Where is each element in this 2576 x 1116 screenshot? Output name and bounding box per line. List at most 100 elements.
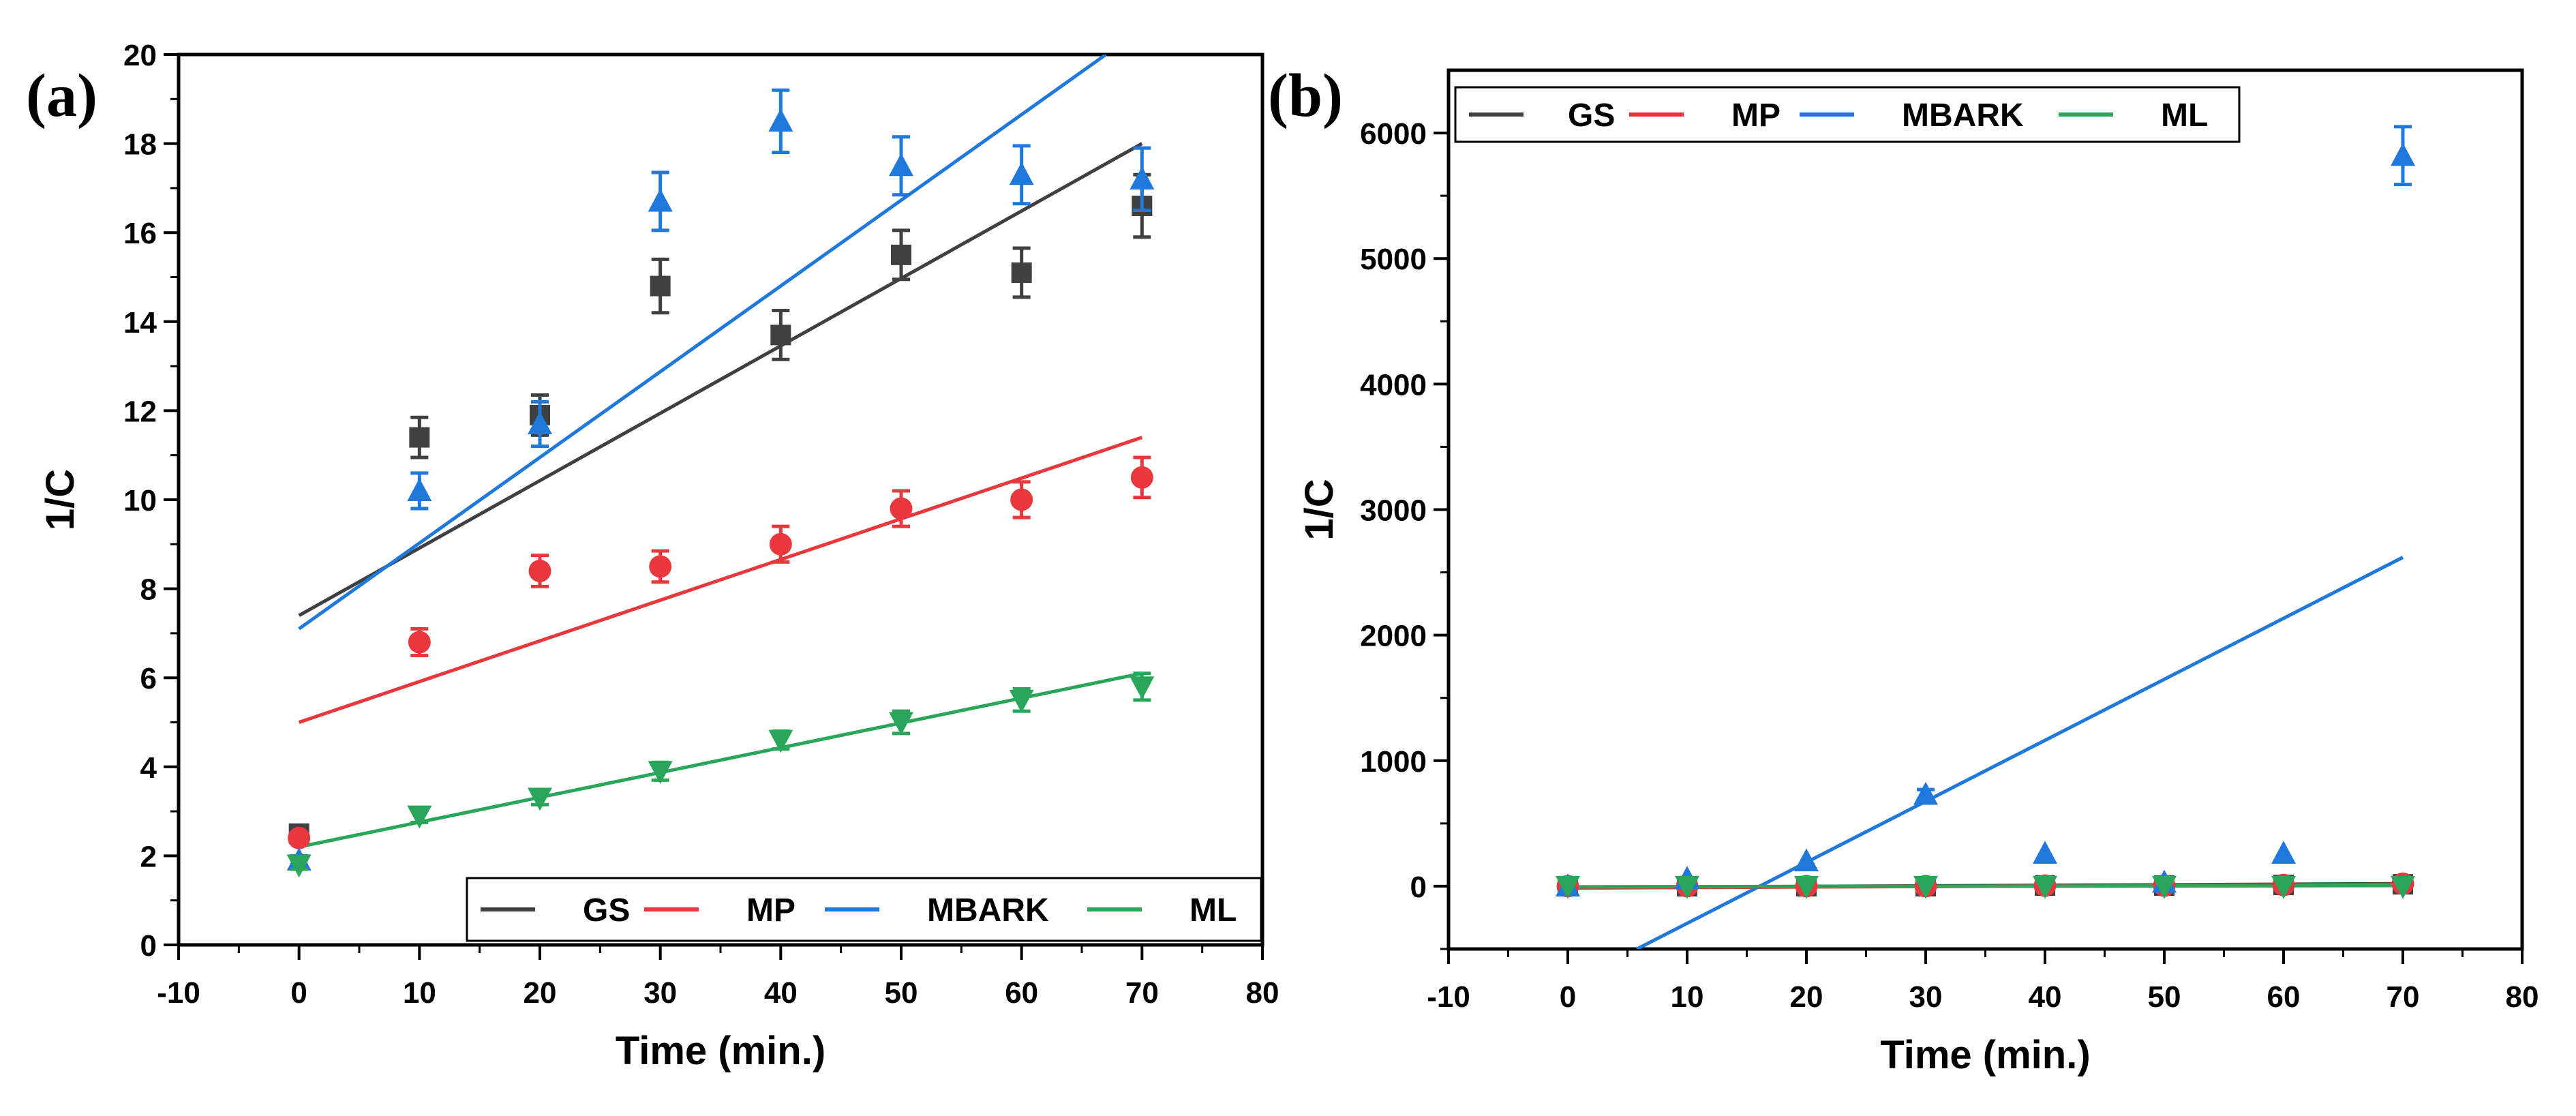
- data-point-ml: [1130, 676, 1155, 700]
- data-point-mp: [1010, 488, 1033, 511]
- fit-line-gs: [298, 142, 1143, 617]
- x-tick-label: 20: [524, 976, 557, 1010]
- x-axis-title: Time (min.): [1880, 1033, 2090, 1077]
- legend-label-ml: ML: [1189, 892, 1237, 929]
- data-point-mp: [1130, 466, 1153, 489]
- x-tick-label: 60: [2267, 980, 2301, 1014]
- plot-frame: [1446, 68, 2524, 951]
- data-point-ml: [2391, 875, 2415, 899]
- x-tick-label: 70: [1125, 976, 1159, 1010]
- chart-panel-b: -10 0 10 20 30 40 50 60 70 80 0 1000 2000 3000 4000 500…: [1268, 62, 2539, 1077]
- y-tick-label: 2: [140, 840, 157, 873]
- data-point-mbark: [2271, 841, 2296, 864]
- x-tick-label: 0: [290, 976, 307, 1010]
- data-point-mp: [769, 532, 792, 556]
- x-tick-label: 40: [764, 976, 798, 1010]
- legend-label-mp: MP: [1731, 97, 1781, 134]
- x-tick-label: 80: [2506, 980, 2539, 1014]
- panel-label: (b): [1268, 62, 1343, 130]
- data-point-gs: [770, 325, 791, 346]
- y-tick-label: 3000: [1360, 494, 1427, 528]
- y-tick-label: 0: [140, 929, 157, 963]
- y-tick-label: 8: [140, 573, 157, 607]
- data-point-mp: [408, 631, 431, 654]
- data-point-ml: [1556, 875, 1580, 899]
- y-tick-label: 16: [123, 217, 157, 250]
- legend-label-ml: ML: [2161, 97, 2208, 134]
- data-point-mbark: [768, 108, 793, 132]
- y-tick-label: 5000: [1360, 243, 1427, 276]
- data-point-mbark: [2033, 841, 2057, 864]
- data-point-mbark: [528, 411, 552, 434]
- x-tick-label: -10: [157, 976, 200, 1010]
- data-point-ml: [2271, 875, 2296, 899]
- fit-line-mbark: [1636, 556, 2404, 949]
- fit-lines: [1567, 556, 2404, 949]
- legend-label-mbark: MBARK: [927, 892, 1049, 929]
- legend-label-gs: GS: [583, 892, 630, 929]
- y-tick-label: 6000: [1360, 117, 1427, 151]
- plot-frame: [177, 52, 1264, 947]
- data-point-ml: [768, 729, 793, 753]
- x-tick-label: 10: [1671, 980, 1704, 1014]
- data-point-mbark: [648, 188, 673, 212]
- y-tick-label: 4: [140, 751, 157, 785]
- data-point-mbark: [1913, 781, 1938, 805]
- data-point-mbark: [1130, 166, 1155, 190]
- y-axis-title: 1/C: [1297, 479, 1342, 540]
- x-tick-label: 60: [1005, 976, 1038, 1010]
- y-axis-title: 1/C: [38, 469, 82, 530]
- data-point-ml: [286, 854, 312, 878]
- fit-line-ml: [1567, 884, 2404, 889]
- y-tick-label: 0: [1410, 871, 1427, 904]
- x-tick-label: 80: [1246, 976, 1279, 1010]
- data-point-ml: [1675, 875, 1699, 899]
- data-point-mbark: [2391, 142, 2415, 166]
- x-tick-label: 10: [403, 976, 436, 1010]
- data-point-mp: [528, 559, 551, 582]
- y-tick-label: 6: [140, 662, 157, 695]
- data-point-gs: [650, 275, 671, 297]
- data-point-mbark: [1009, 162, 1034, 185]
- legend-label-gs: GS: [1568, 97, 1615, 134]
- legend-label-mp: MP: [746, 892, 795, 929]
- data-point-gs: [891, 244, 911, 265]
- data-point-ml: [889, 712, 913, 736]
- series-ml: [286, 672, 1155, 878]
- legend-label-mbark: MBARK: [1902, 97, 2024, 134]
- fit-line-mbark: [298, 55, 1107, 631]
- data-point-mp: [288, 826, 311, 849]
- y-tick-label: 18: [123, 128, 157, 162]
- data-point-ml: [648, 761, 673, 785]
- data-point-mbark: [407, 478, 432, 501]
- y-tick-label: 10: [123, 484, 157, 517]
- data-point-ml: [2152, 875, 2177, 899]
- y-tick-label: 2000: [1360, 620, 1427, 653]
- series-mbark: [1556, 125, 2415, 896]
- x-tick-label: 40: [2029, 980, 2062, 1014]
- data-point-ml: [1913, 875, 1938, 899]
- data-point-ml: [528, 787, 552, 811]
- x-tick-label: 0: [1560, 980, 1576, 1014]
- y-tick-label: 4000: [1360, 368, 1427, 402]
- data-point-ml: [2033, 875, 2057, 899]
- x-tick-label: 50: [2148, 980, 2181, 1014]
- x-tick-label: 20: [1790, 980, 1823, 1014]
- data-point-mp: [649, 555, 672, 578]
- x-tick-label: -10: [1427, 980, 1470, 1014]
- x-tick-label: 70: [2386, 980, 2420, 1014]
- legend: GS MP MBARK ML: [1454, 86, 2241, 143]
- x-axis-title: Time (min.): [616, 1029, 825, 1073]
- y-tick-label: 12: [123, 395, 157, 428]
- data-point-ml: [407, 805, 432, 829]
- data-point-mbark: [889, 153, 913, 177]
- fit-line-mp: [298, 436, 1143, 724]
- y-tick-label: 1000: [1360, 745, 1427, 779]
- data-point-gs: [409, 427, 430, 448]
- x-tick-label: 30: [1909, 980, 1943, 1014]
- data-point-ml: [1009, 689, 1034, 713]
- y-tick-label: 20: [123, 39, 157, 72]
- data-point-mbark: [1794, 848, 1819, 872]
- y-tick-label: 14: [123, 306, 157, 340]
